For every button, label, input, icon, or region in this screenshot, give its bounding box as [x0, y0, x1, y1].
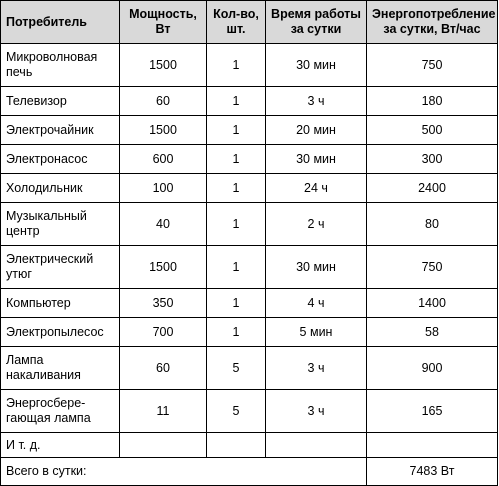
time-cell: 24 ч — [265, 173, 367, 203]
power-cell: 350 — [119, 288, 207, 318]
table-row: Электропылесос 700 1 5 мин 58 — [0, 317, 498, 347]
table-row: Электрический утюг 1500 1 30 мин 750 — [0, 245, 498, 289]
header-energy: Энергопотребление за сутки, Вт/час — [366, 0, 498, 44]
energy-cell: 2400 — [366, 173, 498, 203]
consumer-cell: Электрочайник — [0, 115, 120, 145]
quantity-cell: 1 — [206, 288, 266, 318]
quantity-cell: 1 — [206, 317, 266, 347]
quantity-cell: 1 — [206, 144, 266, 174]
consumer-cell: Электропылесос — [0, 317, 120, 347]
consumer-cell: Телевизор — [0, 86, 120, 116]
table-row: Компьютер 350 1 4 ч 1400 — [0, 288, 498, 318]
power-cell: 1500 — [119, 245, 207, 289]
consumer-cell: Лампа накаливания — [0, 346, 120, 390]
power-cell: 100 — [119, 173, 207, 203]
table-row: Энергосбере-гающая лампа 11 5 3 ч 165 — [0, 389, 498, 433]
table-row: Холодильник 100 1 24 ч 2400 — [0, 173, 498, 203]
table-row: Электрочайник 1500 1 20 мин 500 — [0, 115, 498, 145]
table-row: Музыкальный центр 40 1 2 ч 80 — [0, 202, 498, 246]
header-row: Потребитель Мощность, Вт Кол-во, шт. Вре… — [0, 0, 498, 44]
energy-cell: 58 — [366, 317, 498, 347]
time-cell: 3 ч — [265, 86, 367, 116]
time-cell: 30 мин — [265, 43, 367, 87]
energy-cell: 1400 — [366, 288, 498, 318]
consumer-cell: Компьютер — [0, 288, 120, 318]
time-cell: 4 ч — [265, 288, 367, 318]
power-cell: 60 — [119, 86, 207, 116]
table-row: И т. д. — [0, 432, 498, 458]
total-label: Всего в сутки: — [0, 457, 367, 486]
time-cell: 5 мин — [265, 317, 367, 347]
power-cell: 60 — [119, 346, 207, 390]
header-quantity: Кол-во, шт. — [206, 0, 266, 44]
time-cell: 30 мин — [265, 144, 367, 174]
energy-cell: 750 — [366, 43, 498, 87]
consumer-cell: Холодильник — [0, 173, 120, 203]
table-row: Лампа накаливания 60 5 3 ч 900 — [0, 346, 498, 390]
energy-cell: 900 — [366, 346, 498, 390]
power-cell: 40 — [119, 202, 207, 246]
energy-cell: 80 — [366, 202, 498, 246]
time-cell: 3 ч — [265, 389, 367, 433]
quantity-cell: 1 — [206, 43, 266, 87]
power-cell: 700 — [119, 317, 207, 347]
time-cell: 3 ч — [265, 346, 367, 390]
table-row: Телевизор 60 1 3 ч 180 — [0, 86, 498, 116]
energy-cell: 500 — [366, 115, 498, 145]
power-cell: 600 — [119, 144, 207, 174]
energy-cell: 300 — [366, 144, 498, 174]
quantity-cell: 1 — [206, 245, 266, 289]
consumer-cell: Микроволновая печь — [0, 43, 120, 87]
energy-cell: 165 — [366, 389, 498, 433]
power-cell — [119, 432, 207, 458]
consumer-cell: Музыкальный центр — [0, 202, 120, 246]
time-cell: 30 мин — [265, 245, 367, 289]
consumer-cell: Энергосбере-гающая лампа — [0, 389, 120, 433]
energy-cell: 750 — [366, 245, 498, 289]
quantity-cell: 1 — [206, 202, 266, 246]
header-power: Мощность, Вт — [119, 0, 207, 44]
consumer-cell: Электрический утюг — [0, 245, 120, 289]
quantity-cell: 1 — [206, 86, 266, 116]
time-cell — [265, 432, 367, 458]
power-cell: 1500 — [119, 43, 207, 87]
power-cell: 1500 — [119, 115, 207, 145]
table-row: Микроволновая печь 1500 1 30 мин 750 — [0, 43, 498, 87]
power-cell: 11 — [119, 389, 207, 433]
quantity-cell: 1 — [206, 115, 266, 145]
quantity-cell: 5 — [206, 389, 266, 433]
energy-cell — [366, 432, 498, 458]
header-consumer: Потребитель — [0, 0, 120, 44]
consumer-cell: И т. д. — [0, 432, 120, 458]
quantity-cell: 1 — [206, 173, 266, 203]
consumer-cell: Электронасос — [0, 144, 120, 174]
total-row: Всего в сутки: 7483 Вт — [0, 457, 498, 486]
header-work-time: Время работы за сутки — [265, 0, 367, 44]
time-cell: 2 ч — [265, 202, 367, 246]
total-value: 7483 Вт — [366, 457, 498, 486]
quantity-cell — [206, 432, 266, 458]
quantity-cell: 5 — [206, 346, 266, 390]
time-cell: 20 мин — [265, 115, 367, 145]
table-row: Электронасос 600 1 30 мин 300 — [0, 144, 498, 174]
energy-cell: 180 — [366, 86, 498, 116]
